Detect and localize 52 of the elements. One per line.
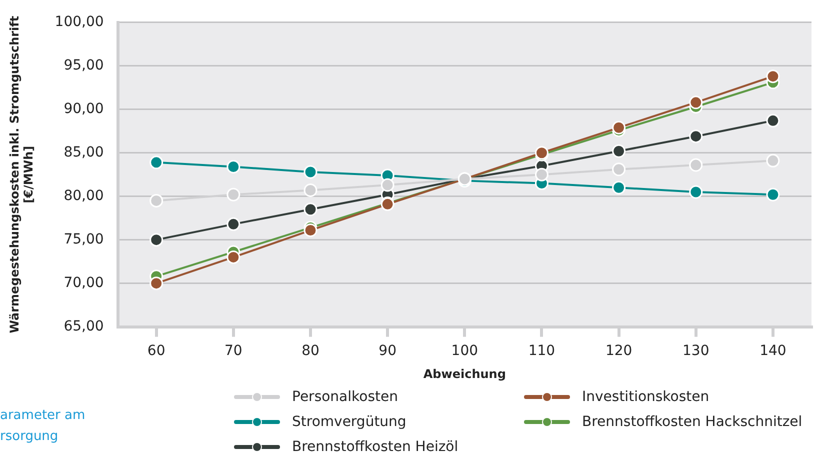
point bbox=[150, 156, 164, 170]
point bbox=[612, 162, 626, 176]
x-tick-label: 140 bbox=[760, 342, 786, 359]
x-axis-title: Abweichung bbox=[423, 366, 506, 381]
y-tick-label: 85,00 bbox=[64, 144, 104, 160]
x-tick-label: 100 bbox=[451, 342, 478, 359]
point bbox=[304, 165, 318, 179]
point bbox=[150, 194, 164, 208]
legend-label: Brennstoffkosten Hackschnitzel bbox=[582, 414, 802, 430]
point bbox=[766, 154, 780, 168]
legend-label: Investitionskosten bbox=[582, 388, 710, 404]
x-tick-label: 70 bbox=[224, 342, 242, 359]
y-tick-label: 90,00 bbox=[64, 101, 104, 118]
x-tick-label: 120 bbox=[605, 342, 632, 359]
point bbox=[304, 184, 318, 198]
point bbox=[226, 217, 240, 231]
y-tick-label: 100,00 bbox=[54, 14, 104, 30]
text: rsorgung bbox=[0, 428, 60, 446]
x-tick-label: 80 bbox=[302, 342, 320, 359]
point bbox=[226, 250, 240, 264]
legend-label: Personalkosten bbox=[292, 388, 398, 404]
point bbox=[534, 168, 548, 182]
point bbox=[689, 130, 703, 144]
y-tick-label: 80,00 bbox=[64, 188, 104, 204]
point bbox=[689, 185, 703, 199]
y-tick-label: 75,00 bbox=[64, 231, 104, 248]
x-tick-label: 60 bbox=[147, 342, 166, 359]
point bbox=[766, 70, 780, 84]
point bbox=[380, 178, 394, 192]
point bbox=[689, 96, 703, 110]
point bbox=[766, 188, 780, 202]
x-tick-label: 110 bbox=[528, 342, 556, 359]
point bbox=[226, 188, 240, 202]
point bbox=[612, 180, 626, 194]
legend-label: Stromvergütung bbox=[292, 414, 406, 430]
x-tick-label: 90 bbox=[378, 342, 396, 359]
point bbox=[689, 158, 703, 172]
x-tick-label: 130 bbox=[682, 342, 710, 359]
point bbox=[150, 276, 164, 290]
legend-label: Brennstoffkosten Heizöl bbox=[292, 438, 458, 452]
point bbox=[304, 224, 318, 238]
point bbox=[612, 120, 626, 134]
point bbox=[766, 114, 780, 128]
point bbox=[304, 202, 318, 216]
y-tick-label: 65,00 bbox=[64, 318, 104, 334]
y-tick-label: 95,00 bbox=[64, 58, 104, 74]
text: arameter am bbox=[0, 407, 86, 425]
point bbox=[612, 144, 626, 158]
point bbox=[150, 233, 164, 247]
point bbox=[226, 160, 240, 174]
y-axis-title: Wärmegestehungskosten inkl. Stromgutschrift [€/MWh] bbox=[7, 16, 36, 334]
y-tick-label: 70,00 bbox=[64, 274, 104, 291]
